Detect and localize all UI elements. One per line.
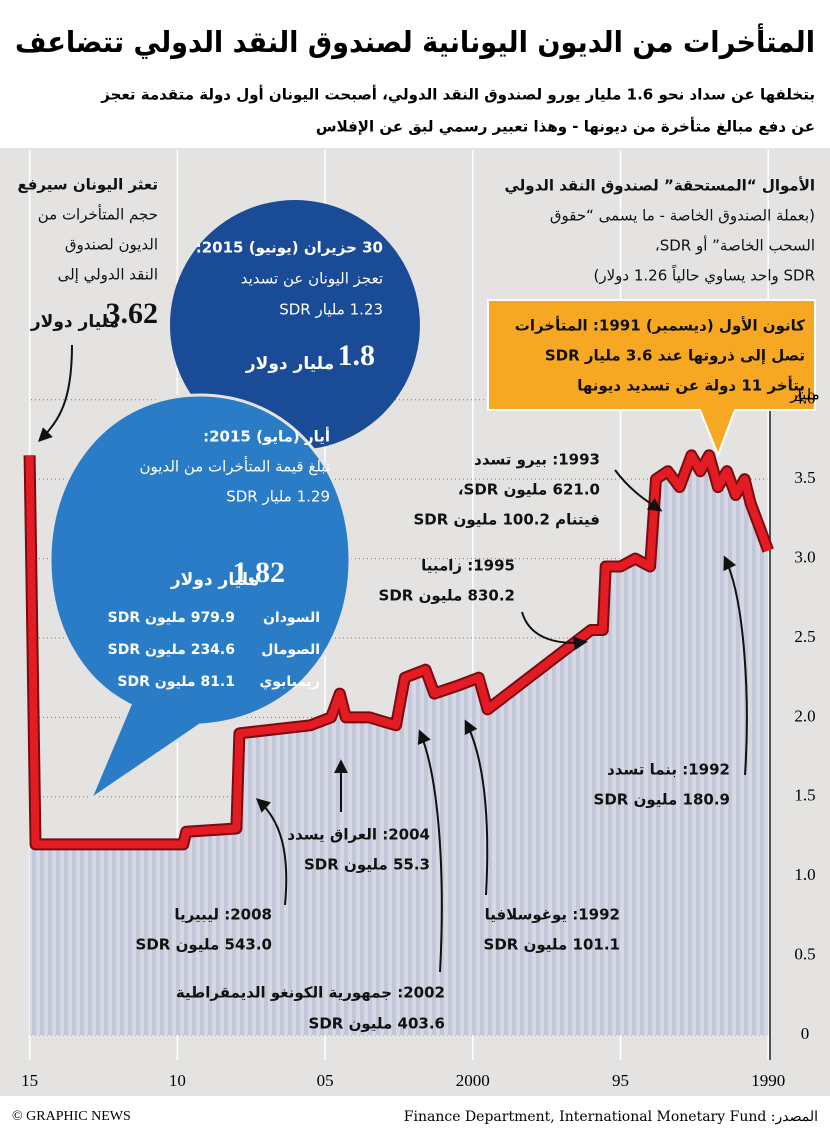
subtitle: بتخلفها عن سداد نحو 1.6 مليار يورو لصندو… bbox=[100, 85, 815, 104]
annotation-row-text: 234.6 مليون SDR bbox=[108, 642, 235, 658]
annotation-text: 2002: جمهورية الكونغو الديمقراطية bbox=[176, 984, 445, 1002]
annotation-text: أيار (مايو) 2015: bbox=[203, 427, 330, 446]
annotation-text: 1992: يوغوسلافيا bbox=[485, 906, 620, 924]
annotation-text: 2004: العراق يسدد bbox=[287, 826, 430, 844]
y-tick-label: 0.5 bbox=[794, 945, 815, 964]
arrow bbox=[521, 611, 588, 651]
x-tick-label: 15 bbox=[21, 1071, 38, 1090]
source: المصدر: Finance Department, Internationa… bbox=[404, 1109, 818, 1125]
chart-title: المتأخرات من الديون اليونانية لصندوق الن… bbox=[15, 23, 815, 59]
y-tick-label: 0 bbox=[801, 1024, 810, 1043]
line bbox=[25, 451, 772, 849]
annotation-text: تعجز اليونان عن تسديد bbox=[241, 270, 383, 288]
subtitle: عن دفع مبالغ متأخرة من ديونها - وهذا تعب… bbox=[316, 117, 815, 136]
annotation-row-text: 979.9 مليون SDR bbox=[108, 610, 235, 626]
annotation-text: الديون لصندوق bbox=[65, 236, 158, 254]
annotation-text: 403.6 مليون SDR bbox=[309, 1015, 445, 1033]
arrow bbox=[38, 344, 73, 442]
annotation-text: 180.9 مليون SDR bbox=[594, 791, 730, 809]
x-tick-label: 10 bbox=[169, 1071, 186, 1090]
annotation-row-text: الصومال bbox=[261, 642, 320, 658]
annotation-text: 543.0 مليون SDR bbox=[136, 936, 272, 954]
annotation-text: كانون الأول (ديسمبر) 1991: المتأخرات bbox=[515, 316, 806, 335]
arrow bbox=[614, 469, 663, 512]
annotation-text: 1.23 مليار SDR bbox=[279, 301, 383, 319]
x-tick-label: 1990 bbox=[751, 1071, 785, 1090]
annotation-text: بتأخر 11 دولة عن تسديد ديونها bbox=[577, 376, 805, 395]
annotation-text: 30 حزيران (يونيو) 2015: bbox=[196, 239, 383, 257]
annotation-text: تبلغ قيمة المتأخرات من الديون bbox=[140, 456, 330, 476]
annotation-text: 1992: بنما تسدد bbox=[607, 761, 730, 779]
bubble bbox=[48, 393, 352, 805]
y-tick-label: 3.5 bbox=[794, 468, 815, 487]
annotation-text: 621.0 مليون SDR، bbox=[458, 481, 600, 499]
y-tick-label: 2.5 bbox=[794, 627, 815, 646]
annotation-big-number: 1.8 bbox=[338, 339, 376, 372]
y-tick-label: 3.0 bbox=[794, 547, 815, 566]
area bbox=[29, 455, 769, 1035]
annotation-text: تصل إلى ذروتها عند 3.6 مليار SDR bbox=[545, 347, 805, 365]
annotation-row-text: السودان bbox=[263, 610, 320, 626]
annotation-text: الأموال “المستحقة” لصندوق النقد الدولي bbox=[504, 177, 815, 195]
annotation-text: 1993: بيرو تسدد bbox=[474, 451, 600, 469]
annotation-text: 55.3 مليون SDR bbox=[304, 856, 430, 874]
annotation-unit: مليار دولار bbox=[170, 570, 259, 590]
arrow bbox=[464, 719, 489, 896]
y-axis-title: مليار bbox=[789, 386, 819, 404]
annotation-text: 1.29 مليار SDR bbox=[226, 488, 330, 506]
annotation-unit: مليار دولار bbox=[245, 354, 334, 374]
annotation-text: السحب الخاصة” أو SDR، bbox=[655, 236, 815, 255]
annotation-text: 830.2 مليون SDR bbox=[379, 587, 515, 605]
annotation-row-text: زيمبابوي bbox=[259, 674, 320, 691]
arrow bbox=[417, 729, 443, 973]
annotation-text: 1995: زامبيا bbox=[421, 557, 515, 575]
annotation-text: 101.1 مليون SDR bbox=[484, 936, 620, 954]
annotation-row-text: 81.1 مليون SDR bbox=[117, 674, 235, 690]
annotation-text: فيتنام 100.2 مليون SDR bbox=[414, 511, 601, 529]
x-tick-label: 2000 bbox=[456, 1071, 490, 1090]
annotation-text: (بعملة الصندوق الخاصة - ما يسمى “حقوق bbox=[550, 207, 815, 225]
bubble bbox=[169, 200, 420, 450]
y-tick-label: 2.0 bbox=[794, 706, 815, 725]
annotation-text: تعثر اليونان سيرفع bbox=[17, 176, 158, 194]
annotation-big-number: 1.82 bbox=[233, 556, 286, 589]
y-tick-label: 1.0 bbox=[794, 865, 815, 884]
callout-box bbox=[487, 299, 816, 458]
annotation-big-number: 3.62 bbox=[106, 297, 159, 330]
annotation-text: SDR واحد يساوي حالياً 1.26 دولار) bbox=[594, 264, 816, 285]
x-tick-label: 95 bbox=[612, 1071, 629, 1090]
y-tick-label: 1.5 bbox=[794, 786, 815, 805]
y-tick-label: 4.0 bbox=[794, 389, 815, 408]
annotation-text: النقد الدولي إلى bbox=[58, 266, 158, 285]
annotation-text: 2008: ليبيريا bbox=[174, 906, 272, 924]
x-tick-label: 05 bbox=[317, 1071, 334, 1090]
callouts: تعثر اليونان سيرفع حجم المتأخرات من الديون… bbox=[17, 176, 816, 1033]
annotation-text: حجم المتأخرات من bbox=[38, 204, 158, 224]
arrow bbox=[255, 798, 288, 906]
annotation-unit: مليار دولار bbox=[30, 312, 119, 332]
credit: © GRAPHIC NEWS bbox=[12, 1109, 131, 1124]
texts: المتأخرات من الديون اليونانية لصندوق الن… bbox=[12, 23, 820, 1125]
arrow bbox=[723, 555, 748, 776]
